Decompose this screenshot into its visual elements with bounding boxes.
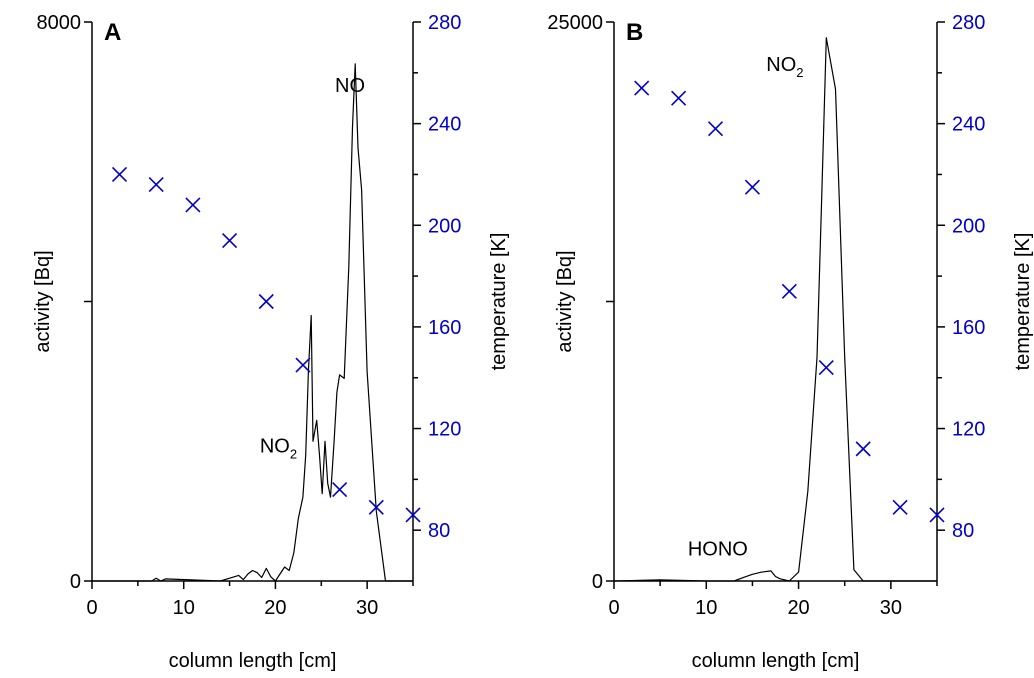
y2-tick-label: 80 [428, 520, 450, 542]
y-tick-label: 8000 [37, 12, 82, 34]
y2-tick-label: 200 [952, 215, 985, 237]
temperature-point [295, 357, 311, 373]
y2-tick-label: 160 [952, 317, 985, 339]
y2-axis-label: temperature [K] [488, 233, 510, 371]
curve-annotation: HONO [688, 538, 748, 560]
y2-tick-label: 280 [952, 12, 985, 34]
x-tick-label: 10 [695, 597, 717, 619]
y-tick-label: 25000 [547, 12, 603, 34]
x-axis-label: column length [cm] [169, 650, 337, 672]
temperature-point [185, 197, 201, 213]
temperature-point [148, 177, 164, 193]
temperature-point [332, 481, 348, 498]
annotation-text: HONO [688, 538, 748, 560]
temperature-point [892, 499, 908, 515]
activity-curve [613, 37, 937, 582]
curve-annotation: NO [335, 75, 365, 97]
x-tick-label: 0 [608, 597, 619, 619]
annotation-subscript: 2 [290, 446, 297, 461]
y-tick-label: 0 [70, 571, 81, 593]
annotation-text: NO [335, 75, 365, 97]
y-tick-label: 0 [592, 571, 603, 593]
temperature-point [405, 507, 421, 523]
temperature-point [258, 293, 274, 310]
temperature-point [707, 121, 724, 137]
curve-annotation: NO2 [766, 54, 803, 80]
temperature-point [744, 179, 760, 195]
annotation-text: NO [260, 435, 290, 457]
activity-curve [92, 63, 413, 582]
y2-tick-label: 120 [428, 419, 461, 441]
y-axis-label: activity [Bq] [554, 250, 576, 352]
panel-label: A [104, 19, 121, 46]
y2-tick-label: 160 [428, 317, 461, 339]
annotation-subscript: 2 [796, 65, 803, 80]
y2-tick-label: 240 [428, 114, 461, 136]
temperature-point [634, 80, 650, 96]
y2-tick-label: 240 [952, 114, 985, 136]
x-tick-label: 20 [787, 597, 809, 619]
x-tick-label: 20 [264, 597, 286, 619]
curve-annotation: NO2 [260, 435, 297, 461]
temperature-point [781, 283, 797, 299]
panel-label: B [626, 19, 643, 46]
temperature-point [818, 359, 834, 376]
x-axis-label: column length [cm] [692, 650, 860, 672]
temperature-point [222, 232, 238, 249]
temperature-point [671, 90, 687, 106]
y2-tick-label: 280 [428, 12, 461, 34]
y2-tick-label: 120 [952, 419, 985, 441]
y-axis-label: activity [Bq] [32, 250, 54, 352]
x-tick-label: 30 [356, 597, 378, 619]
y2-tick-label: 200 [428, 215, 461, 237]
temperature-point [368, 499, 384, 515]
x-tick-label: 10 [173, 597, 195, 619]
x-tick-label: 0 [86, 597, 97, 619]
x-tick-label: 30 [880, 597, 902, 619]
annotation-text: NO [766, 54, 796, 76]
y2-axis-label: temperature [K] [1012, 233, 1034, 371]
temperature-point [111, 166, 128, 183]
temperature-point [855, 441, 871, 457]
y2-tick-label: 80 [952, 520, 974, 542]
temperature-point [929, 507, 945, 523]
